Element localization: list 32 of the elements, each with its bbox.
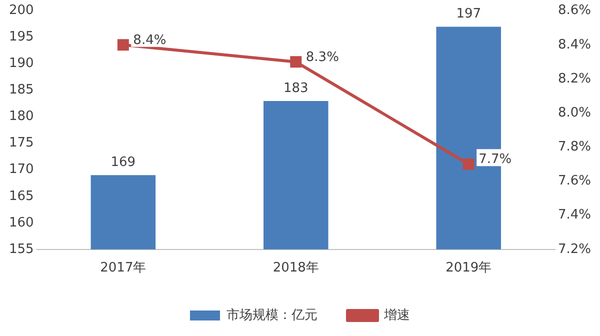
y-tick-label: 160 bbox=[8, 215, 34, 230]
y2-tick-label: 8.0% bbox=[558, 105, 592, 120]
y2-tick-label: 7.6% bbox=[558, 174, 592, 189]
y-tick-label: 200 bbox=[8, 3, 34, 18]
data-label: 7.7% bbox=[478, 152, 512, 168]
y2-tick-label: 8.4% bbox=[558, 37, 592, 52]
y-tick-label: 180 bbox=[8, 109, 34, 124]
y-tick-label: 195 bbox=[8, 30, 34, 45]
data-label: 169 bbox=[110, 155, 136, 170]
x-tick-label: 2018年 bbox=[272, 260, 319, 276]
data-label: 183 bbox=[283, 80, 308, 96]
y-tick-label: 185 bbox=[8, 82, 34, 98]
y2-tick-label: 7.8% bbox=[558, 140, 592, 155]
x-tick-label: 2017年 bbox=[100, 260, 146, 276]
x-tick-label: 2019年 bbox=[446, 260, 492, 276]
y-tick-label: 175 bbox=[8, 136, 34, 151]
point bbox=[117, 39, 129, 51]
y2-tick-label: 7.4% bbox=[558, 208, 592, 223]
legend-label: 增速 bbox=[383, 308, 410, 323]
y2-tick-label: 8.6% bbox=[558, 3, 592, 18]
point bbox=[462, 158, 474, 170]
y-tick-label: 190 bbox=[8, 56, 34, 72]
y-tick-label: 155 bbox=[8, 242, 34, 257]
y-tick-label: 170 bbox=[8, 162, 34, 178]
data-label: 8.3% bbox=[306, 50, 339, 65]
y-tick-label: 165 bbox=[8, 188, 34, 204]
data-label: 8.4% bbox=[133, 32, 166, 48]
y2-tick-label: 7.2% bbox=[558, 242, 592, 257]
point bbox=[290, 56, 302, 68]
data-label: 197 bbox=[456, 6, 482, 22]
y2-tick-label: 8.2% bbox=[558, 71, 592, 86]
legend-label: 市场规模：亿元 bbox=[226, 308, 318, 323]
